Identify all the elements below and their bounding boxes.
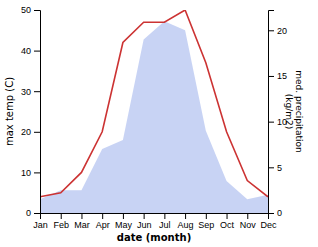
y-axis-line [34, 11, 41, 214]
tick: Sep [198, 213, 214, 230]
tick: Jun [137, 213, 152, 230]
tick: 20 [268, 26, 287, 36]
tick-mark [61, 213, 62, 219]
tick: Aug [178, 213, 194, 230]
tick: 0 [268, 208, 282, 218]
tick-label: 50 [21, 5, 31, 15]
tick-mark [185, 213, 186, 219]
tick: 30 [21, 87, 40, 97]
tick-label: 20 [277, 26, 287, 36]
tick: 40 [21, 46, 40, 56]
y-axis: 0 10 20 30 40 50 [21, 5, 41, 218]
tick-label: 10 [21, 168, 31, 178]
marks [40, 10, 268, 213]
tick-mark [268, 167, 274, 168]
tick-label: Aug [178, 220, 194, 230]
tick-label: 0 [277, 208, 282, 218]
tick-label: Dec [260, 220, 277, 230]
tick-mark [34, 213, 40, 214]
tick-label: May [115, 220, 133, 230]
tick-label: 30 [21, 87, 31, 97]
tick-mark [123, 213, 124, 219]
tick: Jan [33, 213, 48, 230]
tick-label: Mar [74, 220, 90, 230]
tick-mark [268, 30, 274, 31]
tick-label: Jan [33, 220, 48, 230]
tick-label: Apr [96, 220, 110, 230]
tick: Feb [53, 213, 69, 230]
chart: JanFebMarAprMayJunJulAugSepOctNovDec0102… [0, 0, 318, 247]
tick: 15 [268, 71, 287, 81]
tick-mark [34, 51, 40, 52]
tick-mark [227, 213, 228, 219]
temperature-line [40, 10, 268, 197]
tick: 20 [21, 127, 40, 137]
tick: 5 [268, 163, 282, 173]
tick-mark [268, 122, 274, 123]
precipitation-area [40, 21, 268, 213]
tick-label: Jul [159, 220, 171, 230]
tick-mark [34, 132, 40, 133]
tick-mark [34, 172, 40, 173]
tick-label: Nov [240, 220, 257, 230]
tick: 0 [26, 208, 40, 218]
tick-label: 20 [21, 127, 31, 137]
tick-label: Jun [137, 220, 152, 230]
tick-label: 5 [277, 163, 282, 173]
tick-mark [34, 91, 40, 92]
tick: Apr [96, 213, 110, 230]
y2-axis-line [269, 11, 275, 214]
tick-mark [247, 213, 248, 219]
tick: Oct [220, 213, 235, 230]
tick: Dec [260, 213, 277, 230]
x-axis-title: date (month) [117, 232, 191, 243]
tick-label: Oct [220, 220, 235, 230]
tick-label: Sep [198, 220, 214, 230]
tick-label: Feb [53, 220, 69, 230]
tick-mark [81, 213, 82, 219]
tick-mark [164, 213, 165, 219]
tick-mark [144, 213, 145, 219]
tick-mark [102, 213, 103, 219]
tick-label: 40 [21, 46, 31, 56]
tick: May [115, 213, 133, 230]
tick-mark [268, 76, 274, 77]
tick: 50 [21, 5, 40, 15]
tick: Mar [74, 213, 90, 230]
tick-mark [34, 10, 40, 11]
plot: JanFebMarAprMayJunJulAugSepOctNovDec0102… [21, 5, 287, 230]
y-axis-title: max temp (C) [4, 77, 15, 146]
tick-mark [268, 213, 274, 214]
tick-label: 0 [26, 208, 31, 218]
tick-mark [206, 213, 207, 219]
y2-axis-title: med. precipitation(kg/m2) [284, 70, 304, 152]
tick: Jul [159, 213, 171, 230]
tick-label: 15 [277, 71, 287, 81]
x-axis-line [41, 214, 269, 220]
x-axis: Jan Feb Mar Apr May Jun Jul Aug Sep Oct NovDec [33, 213, 277, 230]
tick: Nov [240, 213, 257, 230]
tick: 10 [21, 168, 40, 178]
